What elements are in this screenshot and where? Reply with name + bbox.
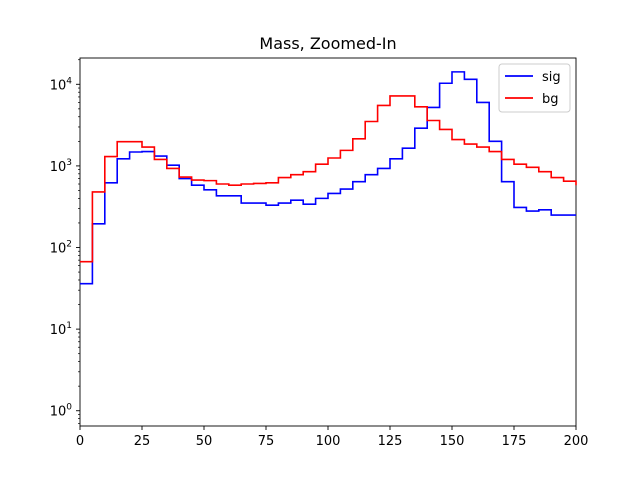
y-tick-label: 100 [50, 403, 73, 420]
axes: 0 25 50 75 100 125 150 175 200 100 101 102 103 104 [50, 57, 589, 449]
x-tick-label: 175 [502, 434, 527, 449]
y-tick-label: 102 [50, 240, 72, 257]
x-tick-label: 150 [440, 434, 465, 449]
y-tick-label: 104 [50, 76, 73, 93]
plot-frame [79, 57, 577, 427]
y-tick-label: 103 [50, 158, 72, 175]
x-tick-label: 100 [316, 434, 341, 449]
series-line-bg [80, 95, 577, 263]
x-tick-label: 200 [564, 434, 589, 449]
chart-title: Mass, Zoomed-In [259, 34, 396, 53]
x-tick-label: 0 [76, 434, 84, 449]
legend-label-bg: bg [542, 92, 559, 107]
x-tick-label: 25 [134, 434, 151, 449]
legend-label-sig: sig [542, 70, 561, 85]
x-tick-label: 125 [378, 434, 403, 449]
series-layer [80, 71, 577, 285]
legend: sig bg [498, 63, 571, 113]
y-tick-label: 101 [50, 321, 72, 338]
x-tick-label: 50 [196, 434, 213, 449]
x-tick-label: 75 [258, 434, 275, 449]
series-line-sig [80, 71, 576, 285]
